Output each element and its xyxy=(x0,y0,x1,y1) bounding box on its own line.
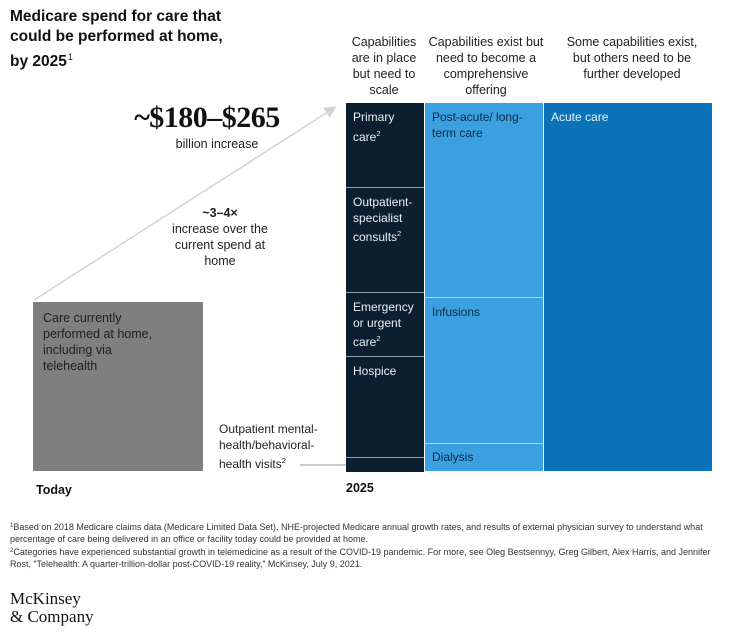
segment-label: Hospice xyxy=(353,364,397,378)
segment-label: Emergency or urgent care xyxy=(353,300,414,349)
callout-note: 2 xyxy=(281,456,286,465)
segment-note: 2 xyxy=(376,334,381,343)
today-bar: Care currently performed at home, includ… xyxy=(33,302,203,471)
footnote-1: 1Based on 2018 Medicare claims data (Med… xyxy=(10,520,722,545)
segment-note: 2 xyxy=(397,229,402,238)
increase-arrow xyxy=(33,106,337,301)
x-label-today: Today xyxy=(36,483,72,497)
segment-note: 2 xyxy=(376,128,381,138)
increase-value: ~$180–$265 xyxy=(134,101,280,134)
logo-line-1: McKinsey xyxy=(10,589,81,608)
mckinsey-logo: McKinsey & Company xyxy=(10,590,94,626)
segment-acute-care: Acute care xyxy=(544,103,712,471)
segment-infusions: Infusions xyxy=(425,297,543,443)
today-bar-label: Care currently performed at home, includ… xyxy=(43,311,153,373)
footnote-2: 2Categories have experienced substantial… xyxy=(10,545,722,570)
chart-title-text: Medicare spend for care that could be pe… xyxy=(10,8,223,70)
increase-caption: billion increase xyxy=(175,137,259,151)
segment-post-acute: Post-acute/ long-term care xyxy=(425,103,543,297)
footnote-mark: 1 xyxy=(10,523,14,529)
segment-label: Infusions xyxy=(432,305,481,319)
x-label-2025: 2025 xyxy=(346,481,374,495)
column-header-3: Some capabilities exist, but others need… xyxy=(566,35,698,81)
segment-label: Outpatient-specialist consults xyxy=(353,195,413,244)
title-footnote-mark: 1 xyxy=(67,52,73,62)
segment-emergency-urgent: Emergency or urgent care2 xyxy=(346,292,424,356)
segment-hospice: Hospice xyxy=(346,356,424,457)
mental-health-callout: Outpatient mental-health/behavioral-heal… xyxy=(219,422,319,473)
column-header-2: Capabilities exist but need to become a … xyxy=(428,35,544,97)
chart-title: Medicare spend for care that could be pe… xyxy=(10,7,240,72)
multiple-value: ~3–4× xyxy=(202,206,238,220)
logo-line-2: & Company xyxy=(10,607,94,626)
multiple-annotation: ~3–4× increase over the current spend at… xyxy=(160,205,280,269)
segment-label: Acute care xyxy=(551,110,609,124)
footnote-mark: 2 xyxy=(10,548,14,554)
footnote-text: Based on 2018 Medicare claims data (Medi… xyxy=(10,522,703,544)
multiple-caption: increase over the current spend at home xyxy=(172,222,268,268)
segment-label: Primary care xyxy=(353,110,395,144)
column-header-1: Capabilities are in place but need to sc… xyxy=(351,35,417,97)
segment-primary-care: Primary care2 xyxy=(346,103,424,187)
callout-text: Outpatient mental-health/behavioral-heal… xyxy=(219,422,318,471)
segment-outpatient-specialist: Outpatient-specialist consults2 xyxy=(346,187,424,292)
segment-dialysis: Dialysis xyxy=(425,443,543,471)
segment-label: Post-acute/ long-term care xyxy=(432,110,523,140)
footnote-text: Categories have experienced substantial … xyxy=(10,547,711,569)
segment-label: Dialysis xyxy=(432,450,474,464)
segment-mental-health xyxy=(346,457,424,472)
